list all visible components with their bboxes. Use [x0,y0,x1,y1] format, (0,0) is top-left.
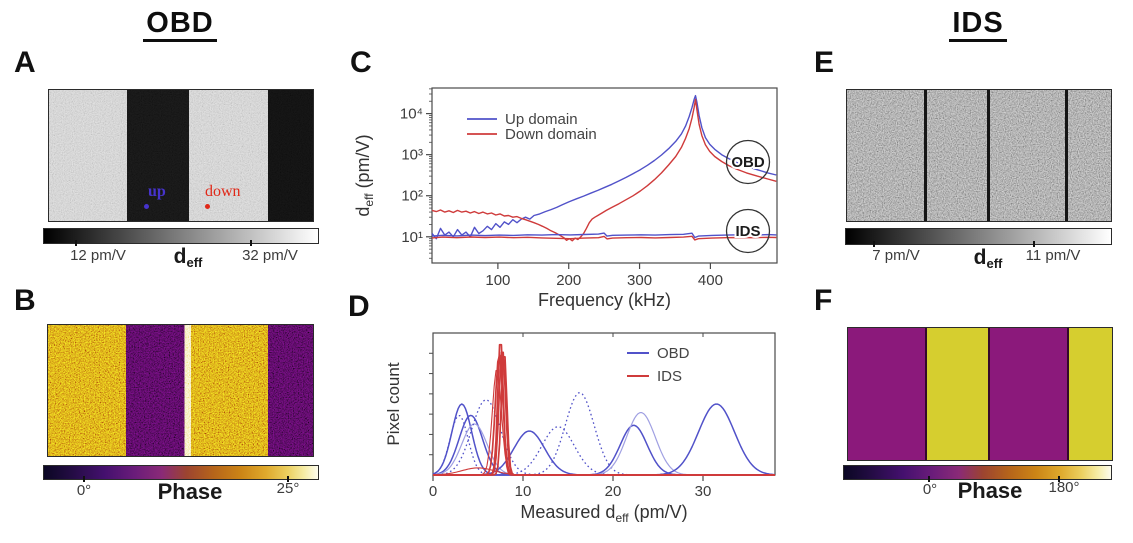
panel-e-colorbar-title: deff [973,246,1003,271]
panel-b-phase-map [47,324,314,457]
panel-a-colorbar-min-label: 12 pm/V [70,247,126,264]
panel-b-colorbar-max-label: 25° [276,480,300,497]
svg-text:10: 10 [515,483,532,500]
panel-b-colorbar-title: Phase [157,479,223,504]
panel-e-domain-wall-2 [986,90,990,221]
panel-b-colorbar-min-label: 0° [76,482,92,499]
svg-text:Pixel count: Pixel count [384,362,403,445]
svg-text:0: 0 [429,483,437,500]
down-domain-marker-dot [205,204,210,209]
histogram-curve-6 [433,426,775,476]
histogram-curve-1 [432,403,775,476]
panel-f-colorbar-min-tick [928,476,930,482]
ids-header: IDS [846,8,1110,43]
ring-annotation-obd [725,139,771,185]
histogram-curve-2 [432,414,775,476]
panel-a-noise-texture [49,90,313,221]
svg-text:Down domain: Down domain [505,126,597,143]
panel-f-phase-map [847,327,1113,461]
panel-e-colorbar [845,228,1112,245]
panel-a-deff-map: up down [48,89,314,222]
panel-f-domain-wall-3 [1067,328,1070,460]
panel-f-letter: F [814,284,833,317]
c-axes-box [431,87,778,264]
panel-a-colorbar-max-tick [250,240,252,246]
histogram-curve-12 [433,370,775,476]
panel-a-letter: A [14,46,36,79]
svg-text:Measured deff (pm/V): Measured deff (pm/V) [520,502,687,525]
obd-header-text: OBD [143,8,217,43]
histogram-curve-16 [433,355,775,476]
down-domain-annotation: down [205,183,241,200]
panel-a-colorbar-title: deff [173,245,203,270]
panel-f-colorbar-max-tick [1058,476,1060,482]
svg-text:10³: 10³ [401,147,423,164]
panel-e-domain-wall-1 [923,90,927,221]
panel-f-domain-wall-1 [925,328,928,460]
series-ids-down-domain [431,235,777,241]
series-obd-up-domain [431,94,777,240]
svg-text:10⁴: 10⁴ [400,106,423,123]
panel-a-colorbar [43,228,319,244]
svg-text:20: 20 [605,483,622,500]
svg-text:IDS: IDS [657,368,682,385]
panel-f-colorbar-min-label: 0° [922,481,938,498]
ring-annotation-ids [725,208,771,254]
svg-text:100: 100 [485,272,510,289]
histogram-curve-3 [432,423,775,476]
panel-e-colorbar-min-tick [873,241,875,247]
svg-text:400: 400 [698,272,723,289]
series-ids-up-domain [431,232,777,239]
svg-text:OBD: OBD [657,345,690,362]
panel-f-domain-wall-2 [987,328,990,460]
svg-text:Up domain: Up domain [505,111,578,128]
up-domain-marker-dot [144,204,149,209]
svg-text:10¹: 10¹ [401,229,423,246]
panel-e-letter: E [814,46,835,79]
panel-a-colorbar-min-tick [75,240,77,246]
panel-e-deff-map [846,89,1112,222]
svg-text:Frequency (kHz): Frequency (kHz) [538,290,671,310]
panel-e-colorbar-min-label: 7 pm/V [872,247,920,264]
svg-text:300: 300 [627,272,652,289]
panel-e-domain-wall-3 [1064,90,1068,221]
panel-b-colorbar [43,465,319,480]
panel-b-noise-texture [48,325,313,456]
panel-e-noise-texture [847,90,1111,221]
panel-f-colorbar [843,465,1112,480]
histogram-curve-8 [433,424,775,476]
histogram-curve-7 [433,392,775,476]
d-axes-box [432,332,776,476]
deff-histogram-chart: 0 10 20 30 OBD IDS Pixel count Measured deff (p… [384,332,776,525]
panel-f-colorbar-max-label: 180° [1048,479,1080,496]
panel-d-letter: D [348,290,370,323]
panel-b-colorbar-min-tick [83,476,85,482]
panel-e-colorbar-max-tick [1033,241,1035,247]
histogram-curve-13 [433,354,775,476]
panel-f-colorbar-title: Phase [957,478,1023,503]
ids-header-text: IDS [949,8,1007,43]
panel-b-colorbar-max-tick [287,476,289,482]
obd-header: OBD [48,8,312,43]
svg-text:200: 200 [556,272,581,289]
up-domain-annotation: up [148,183,166,200]
series-obd-down-domain [431,98,777,242]
svg-text:10²: 10² [401,188,423,205]
svg-text:OBD: OBD [731,154,765,171]
panel-b-letter: B [14,284,36,317]
svg-text:30: 30 [695,483,712,500]
svg-text:IDS: IDS [735,223,760,240]
panel-e-colorbar-max-label: 11 pm/V [1025,247,1081,264]
histogram-curve-10 [433,403,776,476]
panel-a-colorbar-max-label: 32 pm/V [242,247,298,264]
panel-c-letter: C [350,46,372,79]
svg-text:deff (pm/V): deff (pm/V) [353,134,376,216]
